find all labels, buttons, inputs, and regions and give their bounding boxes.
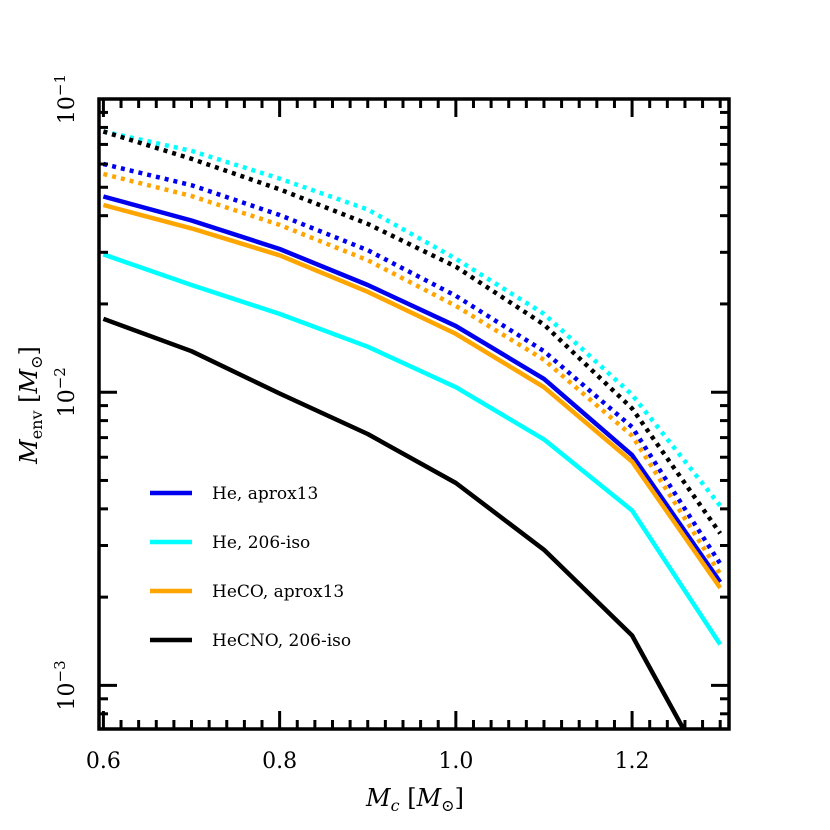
legend-label: HeCO, aprox13 [212, 582, 344, 602]
legend-label: He, 206-iso [212, 533, 310, 553]
series-line-c000000-dotted [102, 129, 723, 535]
y-tick-label: 10−3 [51, 660, 80, 710]
x-tick-label: 0.8 [262, 749, 297, 774]
y-tick-label: 10−2 [51, 367, 80, 417]
series-line-he-aprox13 [102, 194, 723, 584]
axis-ticks [99, 97, 729, 729]
series-line-c0000ee-dotted [102, 161, 723, 565]
legend-label: HeCNO, 206-iso [212, 631, 351, 651]
series-line-cffa500-dotted [102, 171, 723, 576]
x-axis-label: Mc [M⊙] [365, 784, 464, 815]
y-axis-label: Menv [M⊙] [15, 346, 46, 465]
series-line-hecno-206-iso [102, 316, 687, 729]
plot-lines [102, 129, 723, 729]
series-line-he-206-iso [102, 252, 723, 646]
plot-frame [97, 97, 731, 731]
x-tick-label: 1.0 [438, 749, 473, 774]
x-tick-label: 0.6 [86, 749, 121, 774]
tick-labels: 0.6 0.8 1.0 1.2 10−3 10−2 10−1 [51, 74, 650, 774]
legend: He, aprox13 He, 206-iso HeCO, aprox13 HeCNO… [150, 484, 351, 651]
y-tick-label: 10−1 [51, 74, 80, 124]
series-line-heco-aprox13 [102, 202, 723, 590]
x-tick-label: 1.2 [615, 749, 650, 774]
legend-label: He, aprox13 [212, 484, 318, 504]
series-line-c00ffff-dotted [102, 129, 722, 508]
